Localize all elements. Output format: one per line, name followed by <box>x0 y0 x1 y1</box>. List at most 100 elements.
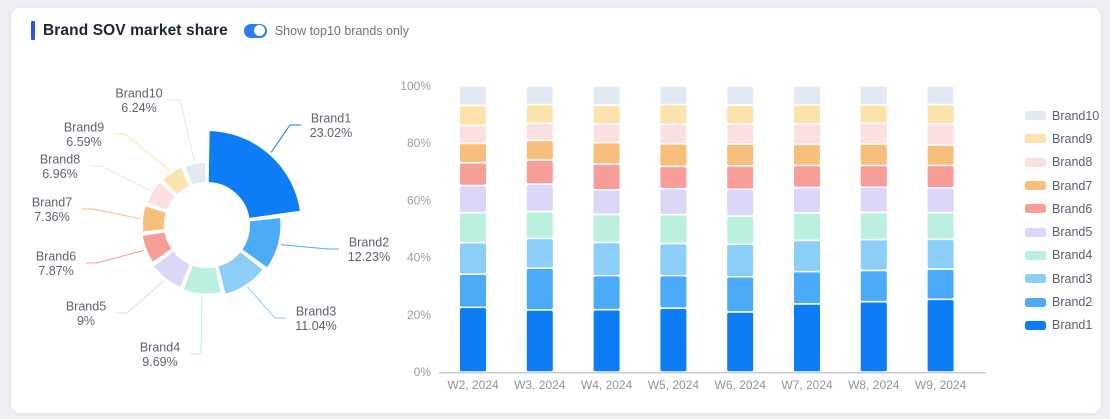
legend-item-Brand2[interactable]: Brand2 <box>1025 290 1099 313</box>
bar-segment-Brand8[interactable] <box>660 125 687 143</box>
bar-segment-Brand2[interactable] <box>927 269 954 299</box>
donut-slice-Brand2[interactable] <box>240 216 283 270</box>
bar-segment-Brand1[interactable] <box>860 302 887 372</box>
bar-segment-Brand5[interactable] <box>526 184 553 211</box>
bar-segment-Brand8[interactable] <box>526 123 553 140</box>
legend-item-Brand9[interactable]: Brand9 <box>1025 127 1099 150</box>
bar-segment-Brand8[interactable] <box>727 124 754 144</box>
bar-segment-Brand8[interactable] <box>460 126 486 143</box>
bar-segment-Brand3[interactable] <box>860 240 887 270</box>
donut-slice-Brand9[interactable] <box>160 165 192 197</box>
bar-segment-Brand9[interactable] <box>460 106 486 125</box>
donut-slice-Brand3[interactable] <box>216 249 265 296</box>
donut-slice-Brand4[interactable] <box>181 263 223 296</box>
bar-segment-Brand2[interactable] <box>727 277 754 312</box>
show-top10-toggle[interactable] <box>243 23 267 38</box>
bar-segment-Brand4[interactable] <box>794 213 820 240</box>
bar-segment-Brand1[interactable] <box>593 310 620 372</box>
bar-segment-Brand7[interactable] <box>593 143 620 164</box>
bar-segment-Brand2[interactable] <box>526 268 553 310</box>
bar-segment-Brand10[interactable] <box>526 86 553 104</box>
legend-item-Brand3[interactable]: Brand3 <box>1025 267 1099 290</box>
bar-segment-Brand7[interactable] <box>526 141 553 160</box>
bar-segment-Brand3[interactable] <box>727 244 754 276</box>
bar-segment-Brand7[interactable] <box>727 144 754 165</box>
bar-segment-Brand4[interactable] <box>593 215 620 242</box>
donut-slice-Brand7[interactable] <box>140 204 169 234</box>
bar-segment-Brand5[interactable] <box>927 188 954 212</box>
bar-segment-Brand5[interactable] <box>794 188 820 213</box>
bar-segment-Brand7[interactable] <box>660 144 687 166</box>
bar-segment-Brand10[interactable] <box>460 86 486 105</box>
bar-segment-Brand6[interactable] <box>526 160 553 184</box>
bar-segment-Brand10[interactable] <box>927 86 954 104</box>
donut-slice-Brand8[interactable] <box>145 180 178 212</box>
bar-segment-Brand1[interactable] <box>460 308 486 372</box>
bar-segment-Brand2[interactable] <box>794 272 820 304</box>
donut-slice-Brand5[interactable] <box>151 249 192 290</box>
bar-segment-Brand5[interactable] <box>660 189 687 214</box>
bar-segment-Brand5[interactable] <box>460 186 486 212</box>
legend-item-Brand4[interactable]: Brand4 <box>1025 244 1099 267</box>
bar-segment-Brand5[interactable] <box>593 190 620 214</box>
donut-slice-Brand10[interactable] <box>182 161 208 187</box>
bar-segment-Brand9[interactable] <box>526 105 553 123</box>
legend-item-Brand6[interactable]: Brand6 <box>1025 197 1099 220</box>
bar-segment-Brand1[interactable] <box>727 312 754 372</box>
bar-segment-Brand9[interactable] <box>860 105 887 123</box>
bar-segment-Brand9[interactable] <box>927 105 954 123</box>
bar-segment-Brand2[interactable] <box>460 274 486 307</box>
bar-segment-Brand10[interactable] <box>794 86 820 105</box>
bar-segment-Brand3[interactable] <box>460 243 486 274</box>
bar-segment-Brand6[interactable] <box>727 166 754 189</box>
bar-segment-Brand9[interactable] <box>593 105 620 124</box>
bar-segment-Brand4[interactable] <box>526 212 553 238</box>
legend-item-Brand7[interactable]: Brand7 <box>1025 174 1099 197</box>
bar-segment-Brand6[interactable] <box>660 167 687 188</box>
bar-segment-Brand7[interactable] <box>927 145 954 165</box>
legend-item-Brand1[interactable]: Brand1 <box>1025 314 1099 337</box>
bar-segment-Brand10[interactable] <box>727 86 754 105</box>
bar-segment-Brand6[interactable] <box>593 164 620 190</box>
bar-segment-Brand4[interactable] <box>860 213 887 239</box>
bar-segment-Brand5[interactable] <box>727 190 754 216</box>
legend-item-Brand8[interactable]: Brand8 <box>1025 151 1099 174</box>
bar-segment-Brand7[interactable] <box>860 144 887 165</box>
bar-segment-Brand1[interactable] <box>794 304 820 372</box>
bar-segment-Brand1[interactable] <box>927 300 954 372</box>
bar-segment-Brand7[interactable] <box>460 144 486 162</box>
bar-segment-Brand6[interactable] <box>860 166 887 187</box>
bar-segment-Brand2[interactable] <box>860 271 887 301</box>
bar-segment-Brand2[interactable] <box>660 276 687 308</box>
bar-segment-Brand3[interactable] <box>794 241 820 271</box>
bar-segment-Brand10[interactable] <box>593 86 620 105</box>
bar-segment-Brand8[interactable] <box>927 124 954 145</box>
legend-item-Brand5[interactable]: Brand5 <box>1025 220 1099 243</box>
bar-segment-Brand1[interactable] <box>526 310 553 372</box>
bar-segment-Brand7[interactable] <box>794 145 820 165</box>
bar-segment-Brand9[interactable] <box>727 105 754 124</box>
bar-segment-Brand5[interactable] <box>860 188 887 212</box>
legend-item-Brand10[interactable]: Brand10 <box>1025 104 1099 127</box>
bar-segment-Brand6[interactable] <box>460 163 486 185</box>
bar-segment-Brand4[interactable] <box>460 213 486 242</box>
bar-segment-Brand8[interactable] <box>860 123 887 144</box>
donut-slice-Brand6[interactable] <box>140 230 174 264</box>
bar-segment-Brand9[interactable] <box>794 105 820 123</box>
bar-segment-Brand3[interactable] <box>526 239 553 268</box>
bar-segment-Brand9[interactable] <box>660 105 687 124</box>
bar-segment-Brand6[interactable] <box>927 166 954 188</box>
bar-segment-Brand4[interactable] <box>727 216 754 244</box>
bar-segment-Brand2[interactable] <box>593 276 620 309</box>
donut-slice-Brand1[interactable] <box>206 129 303 221</box>
bar-segment-Brand10[interactable] <box>660 86 687 104</box>
bar-segment-Brand4[interactable] <box>927 213 954 239</box>
bar-segment-Brand8[interactable] <box>593 124 620 142</box>
bar-segment-Brand10[interactable] <box>860 86 887 105</box>
bar-segment-Brand3[interactable] <box>927 240 954 269</box>
bar-segment-Brand6[interactable] <box>794 166 820 187</box>
bar-segment-Brand8[interactable] <box>794 124 820 144</box>
bar-segment-Brand1[interactable] <box>660 309 687 372</box>
bar-segment-Brand4[interactable] <box>660 215 687 243</box>
bar-segment-Brand3[interactable] <box>593 243 620 275</box>
